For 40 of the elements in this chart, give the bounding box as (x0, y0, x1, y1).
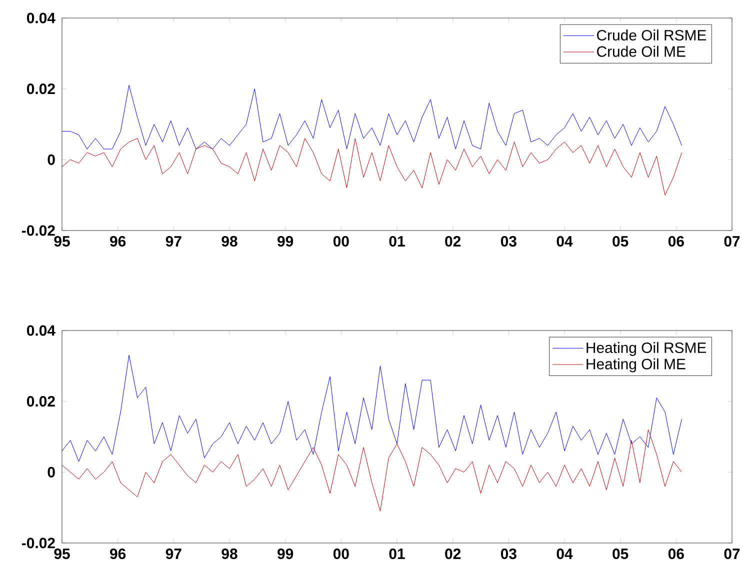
x-tick-label: 00 (333, 548, 349, 560)
x-tick-label: 05 (612, 236, 628, 247)
x-tick-label: 99 (278, 236, 294, 247)
x-tick-label: 96 (110, 236, 126, 247)
y-tick-label: 0.04 (26, 325, 56, 336)
y-tick-label: 0.02 (26, 396, 55, 407)
y-tick-label: 0 (48, 466, 55, 478)
x-tick-label: 04 (556, 236, 573, 247)
legend-label: Crude Oil RSME (597, 30, 706, 41)
y-tick-label: -0.02 (22, 225, 55, 236)
y-tick-label: 0 (48, 154, 55, 165)
y-tick-label: 0.02 (26, 84, 55, 94)
x-tick-label: 95 (54, 236, 70, 247)
x-tick-label: 02 (445, 548, 461, 560)
x-tick-label: 04 (556, 548, 573, 560)
x-tick-label: 01 (389, 236, 405, 247)
legend-label: Heating Oil ME (586, 358, 686, 372)
x-tick-label: 01 (389, 548, 405, 560)
legend-label: Heating Oil RSME (586, 342, 706, 356)
x-tick-label: 97 (166, 548, 182, 560)
y-tick-label: 0.04 (26, 12, 56, 24)
x-tick-label: 98 (222, 236, 238, 247)
x-tick-label: 95 (54, 548, 70, 560)
x-tick-label: 07 (724, 236, 740, 247)
line-series (62, 138, 682, 196)
y-tick-label: -0.02 (22, 538, 55, 548)
x-tick-label: 06 (668, 236, 684, 247)
x-tick-label: 03 (500, 548, 516, 560)
x-tick-label: 03 (500, 236, 516, 247)
x-tick-label: 97 (166, 236, 182, 247)
x-tick-label: 06 (668, 548, 684, 560)
x-tick-label: 00 (333, 236, 349, 247)
x-tick-label: 02 (445, 236, 461, 247)
x-tick-label: 05 (612, 548, 628, 560)
x-tick-label: 98 (222, 548, 238, 560)
line-series (62, 85, 682, 150)
legend-label: Crude Oil ME (597, 46, 686, 57)
x-tick-label: 99 (278, 548, 294, 560)
x-tick-label: 07 (724, 548, 740, 560)
x-tick-label: 96 (110, 548, 126, 560)
